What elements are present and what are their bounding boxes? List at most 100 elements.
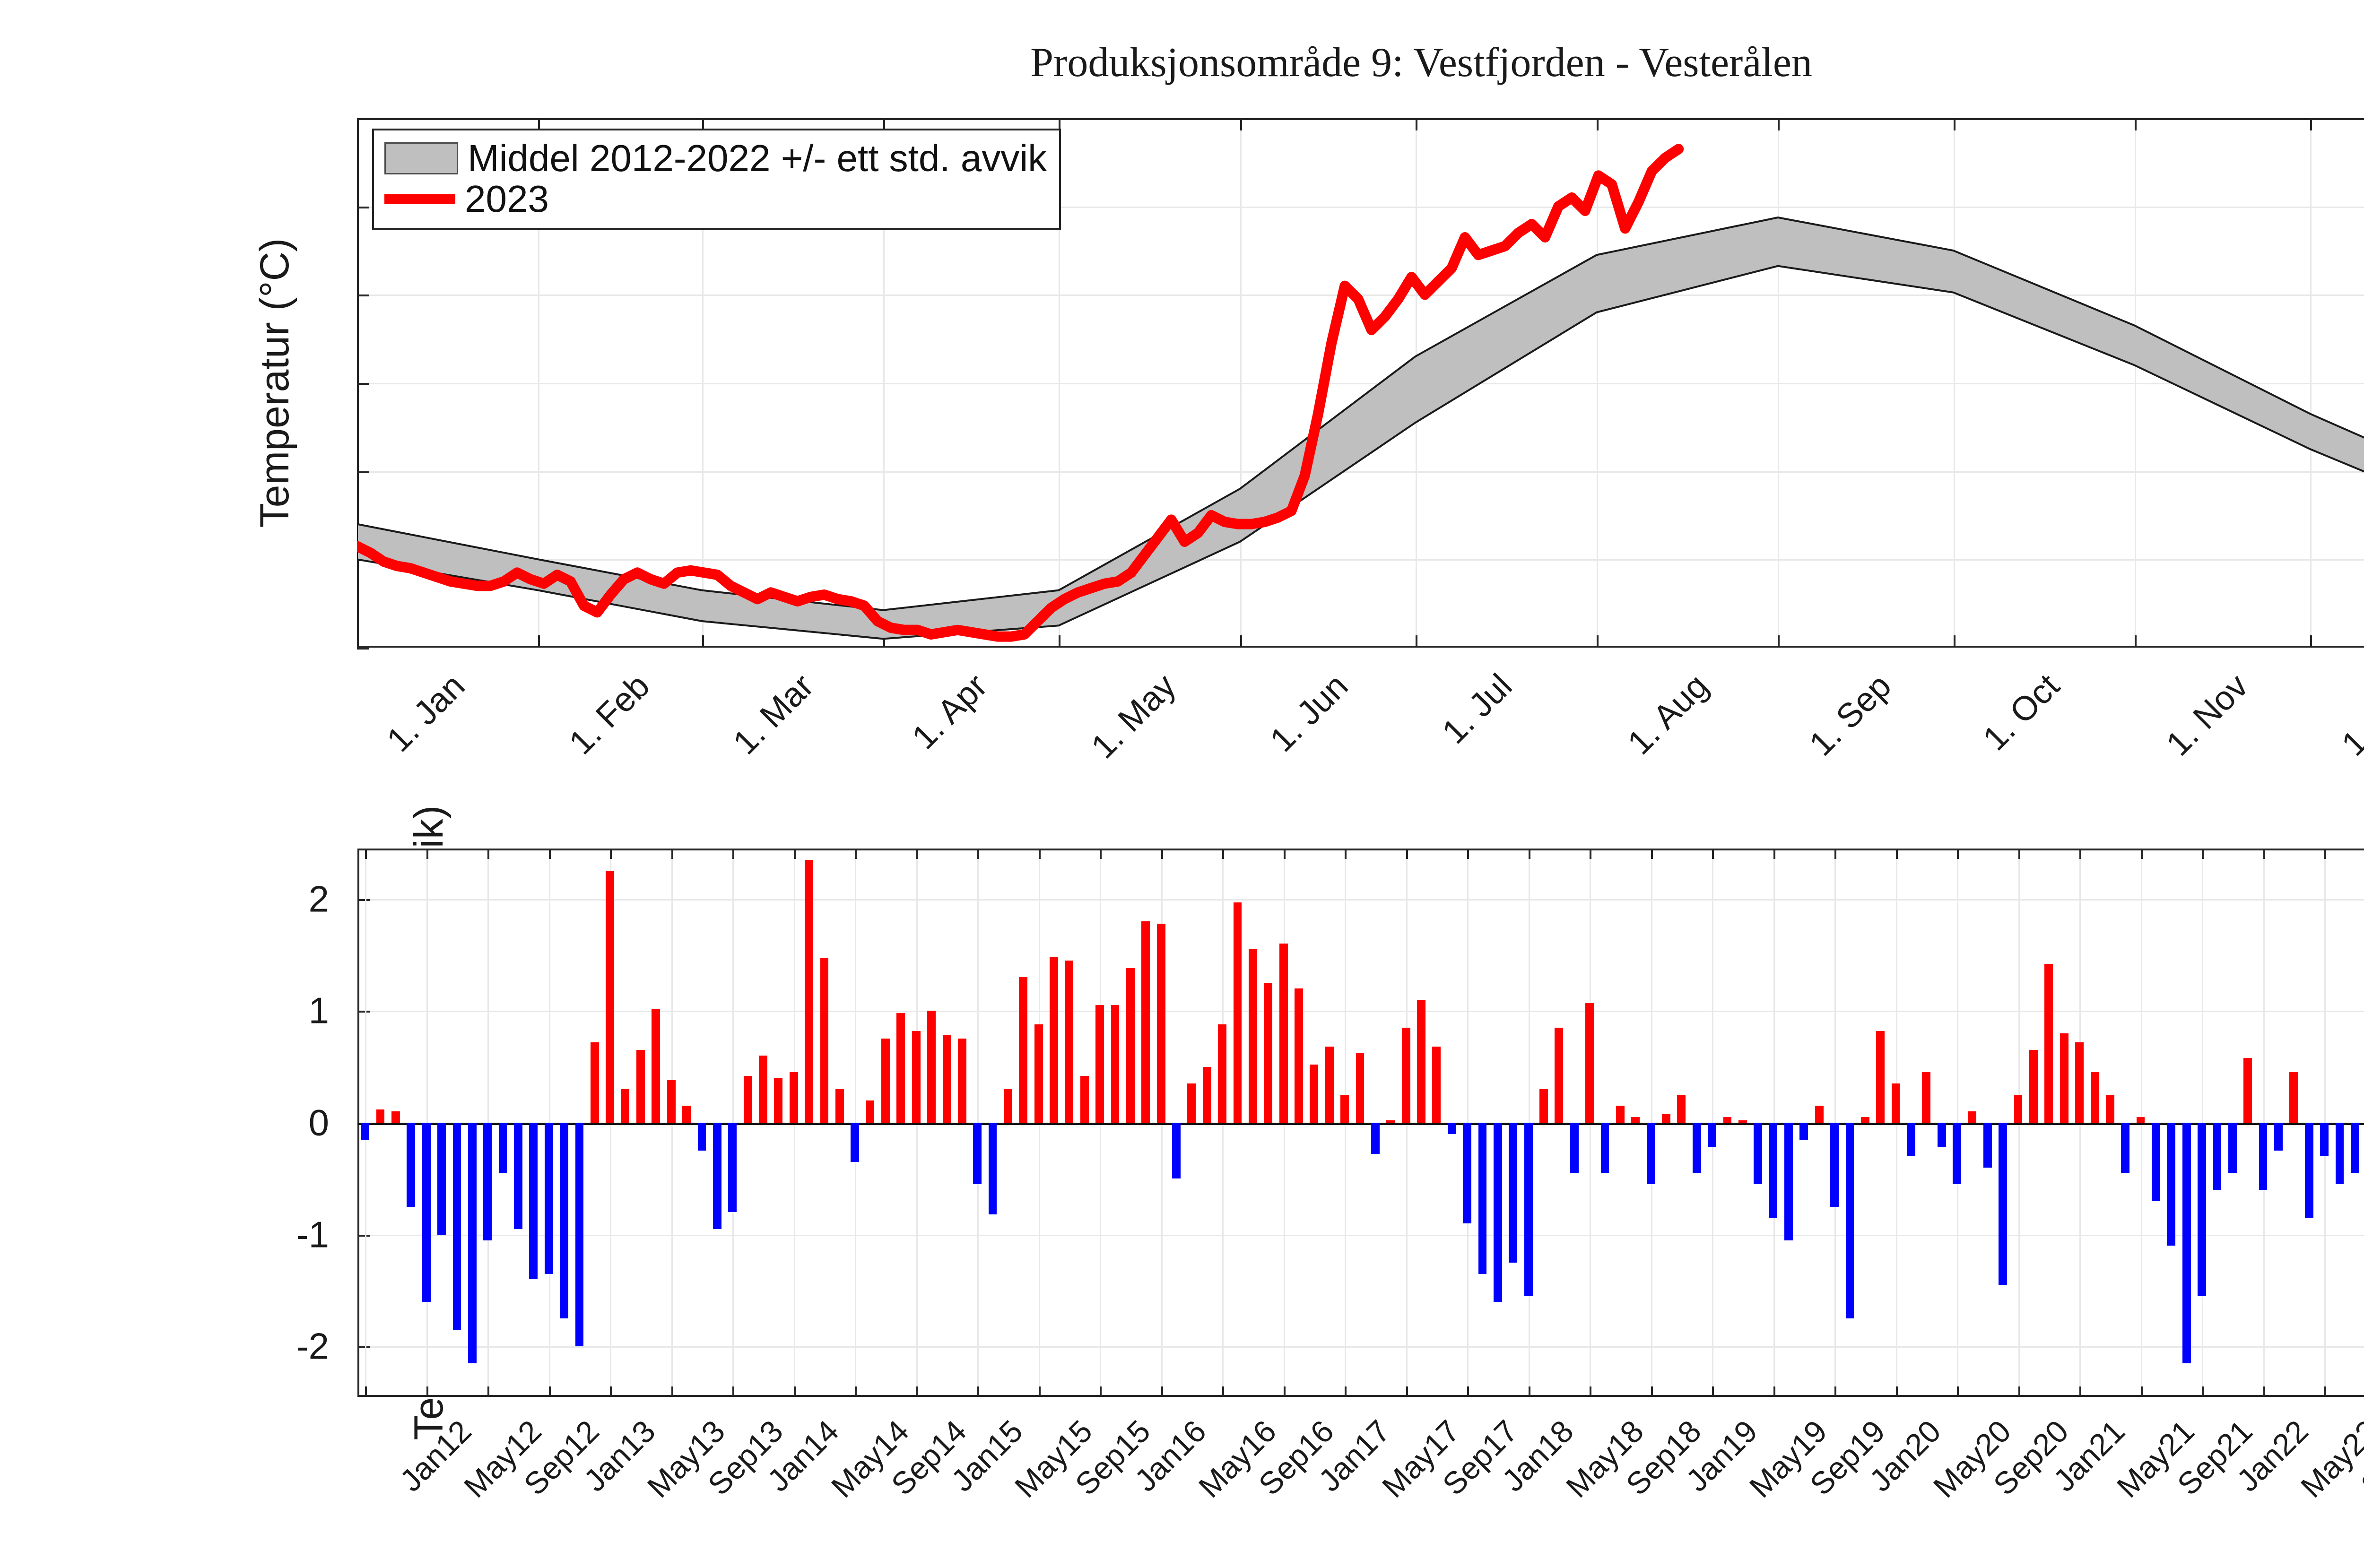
top-x-tick-label: 1. Nov — [2159, 667, 2256, 763]
anomaly-bar-positive — [835, 1089, 844, 1123]
top-x-tick — [538, 118, 540, 130]
bottom-x-tick — [977, 1386, 980, 1397]
anomaly-bar-positive — [1356, 1053, 1365, 1123]
top-x-tick — [2310, 635, 2312, 648]
top-x-tick-label: 1. Jan — [380, 667, 472, 759]
bottom-x-tick — [548, 1386, 551, 1397]
top-gridline-v — [2134, 118, 2136, 648]
anomaly-bar-positive — [1111, 1005, 1120, 1123]
anomaly-bar-positive — [1248, 949, 1257, 1123]
band-swatch — [384, 142, 458, 174]
anomaly-bar-positive — [1876, 1031, 1885, 1123]
bottom-x-tick — [1528, 1386, 1530, 1397]
anomaly-bar-negative — [361, 1123, 370, 1140]
anomaly-bar-positive — [957, 1039, 966, 1123]
bottom-x-tick — [548, 849, 551, 859]
anomaly-bar-positive — [2060, 1033, 2068, 1123]
anomaly-bar-negative — [1509, 1123, 1518, 1263]
top-x-tick-label: 1. Sep — [1802, 667, 1899, 763]
bottom-x-tick — [2079, 849, 2082, 859]
anomaly-bar-negative — [2335, 1123, 2344, 1185]
anomaly-bar-positive — [1386, 1120, 1395, 1123]
top-x-tick — [2310, 118, 2312, 130]
top-x-tick — [1059, 118, 1061, 130]
bottom-x-tick — [671, 1386, 673, 1397]
anomaly-bar-positive — [682, 1106, 691, 1123]
anomaly-bar-positive — [759, 1055, 767, 1123]
bottom-x-tick — [1834, 849, 1837, 859]
top-y-tick — [357, 648, 369, 650]
top-x-tick — [1778, 635, 1780, 648]
anomaly-bar-positive — [1310, 1064, 1319, 1123]
top-x-tick — [357, 635, 359, 648]
anomaly-bar-negative — [1646, 1123, 1655, 1185]
bottom-x-tick — [2263, 1386, 2265, 1397]
top-y-tick — [357, 295, 369, 297]
bottom-x-tick — [1345, 849, 1347, 859]
bottom-x-tick — [487, 1386, 490, 1397]
anomaly-bar-positive — [1080, 1075, 1089, 1123]
anomaly-bar-negative — [1784, 1123, 1793, 1240]
bottom-x-tick — [1283, 1386, 1286, 1397]
top-x-tick-label: 1. Dec — [2334, 667, 2364, 763]
anomaly-bar-negative — [529, 1123, 538, 1280]
bottom-y-tick-label: -2 — [296, 1325, 329, 1367]
bottom-y-tick-label: 1 — [308, 989, 329, 1031]
anomaly-bar-negative — [1845, 1123, 1854, 1319]
bottom-x-tick — [916, 1386, 918, 1397]
bottom-x-tick — [1283, 849, 1286, 859]
bottom-x-tick — [1467, 849, 1469, 859]
anomaly-bar-positive — [1264, 983, 1273, 1123]
bottom-x-tick — [671, 849, 673, 859]
anomaly-bar-positive — [805, 859, 813, 1123]
bottom-x-tick — [1651, 849, 1653, 859]
top-gridline-v — [538, 118, 540, 648]
bottom-x-tick — [1957, 1386, 1959, 1397]
anomaly-bar-positive — [942, 1035, 951, 1123]
bottom-x-tick — [2202, 1386, 2204, 1397]
anomaly-bar-negative — [1999, 1123, 2008, 1285]
anomaly-bar-negative — [851, 1123, 860, 1162]
anomaly-bar-negative — [1754, 1123, 1763, 1185]
anomaly-bar-positive — [606, 871, 615, 1123]
anomaly-bar-positive — [2243, 1057, 2252, 1123]
bottom-x-tick — [2140, 1386, 2143, 1397]
bottom-x-tick — [732, 1386, 735, 1397]
anomaly-bar-negative — [713, 1123, 721, 1229]
anomaly-bar-positive — [2289, 1072, 2298, 1123]
anomaly-bar-positive — [820, 958, 829, 1123]
anomaly-bar-positive — [1585, 1003, 1594, 1123]
top-x-tick — [2134, 118, 2137, 130]
anomaly-bar-negative — [697, 1123, 706, 1151]
bottom-x-tick — [1773, 849, 1775, 859]
anomaly-bar-positive — [636, 1050, 645, 1123]
anomaly-bar-positive — [1860, 1117, 1869, 1123]
anomaly-bar-positive — [1233, 902, 1242, 1123]
anomaly-bar-positive — [1141, 921, 1150, 1123]
anomaly-bar-negative — [2167, 1123, 2176, 1246]
line-swatch — [384, 194, 455, 204]
top-x-tick-label: 1. Jul — [1434, 667, 1519, 751]
anomaly-bar-negative — [1769, 1123, 1778, 1218]
anomaly-bar-positive — [1616, 1106, 1625, 1123]
anomaly-bar-positive — [1050, 957, 1058, 1123]
bottom-x-tick — [2202, 849, 2204, 859]
bottom-x-tick — [2324, 849, 2327, 859]
bottom-x-tick — [2324, 1386, 2327, 1397]
top-x-tick-label: 1. Jun — [1262, 667, 1355, 759]
anomaly-bar-positive — [2029, 1050, 2038, 1123]
anomaly-bar-positive — [1202, 1066, 1211, 1123]
bottom-x-tick — [426, 1386, 428, 1397]
anomaly-bar-positive — [1340, 1094, 1349, 1123]
anomaly-bar-positive — [1631, 1117, 1640, 1123]
anomaly-bar-positive — [1019, 977, 1028, 1123]
bottom-y-tick — [357, 1234, 370, 1237]
bottom-x-tick — [977, 849, 980, 859]
bottom-x-tick — [916, 849, 918, 859]
anomaly-bar-negative — [1463, 1123, 1472, 1224]
anomaly-bar-positive — [1815, 1106, 1824, 1123]
anomaly-bar-positive — [789, 1072, 798, 1123]
top-gridline-h — [357, 383, 2364, 384]
bottom-gridline-h — [357, 899, 2364, 901]
anomaly-bar-negative — [973, 1123, 982, 1185]
